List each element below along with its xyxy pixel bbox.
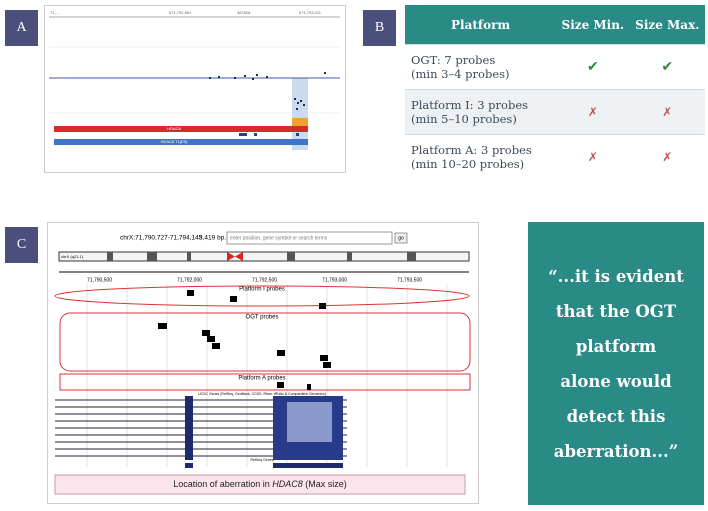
track-label: HDAC8 T1(E5) <box>161 139 188 144</box>
quote-line: “...it is evident <box>548 266 684 286</box>
axis-label: 71,792,500 <box>252 277 277 283</box>
track-label: UCSC Genes (RefSeq, GenBank, CCDS, Rfam,… <box>198 392 326 396</box>
ruler-label: 71,... <box>50 10 59 15</box>
quote-line: alone would <box>560 371 672 391</box>
panel-label: A <box>5 10 38 46</box>
exon <box>185 463 193 468</box>
axis-label: 71,793,500 <box>397 277 422 283</box>
quote-line: aberration...” <box>553 441 679 461</box>
exon <box>273 463 343 468</box>
exon <box>254 133 257 136</box>
caption-text: (Max size) <box>303 479 347 489</box>
header-cell: Size Min. <box>556 5 630 45</box>
exon <box>239 133 247 136</box>
comparison-table: Platform Size Min. Size Max. OGT: 7 probes… <box>405 5 705 179</box>
cell: OGT: 7 probes (min 3–4 probes) <box>405 44 557 90</box>
ideogram <box>58 251 470 262</box>
line: Platform I: 3 probes <box>411 98 529 112</box>
panel-a-image: 71,... 671,792,981 387808 671,793,211 HD… <box>44 5 346 173</box>
line: (min 3–4 probes) <box>411 67 510 81</box>
go-button[interactable] <box>394 232 408 244</box>
genes <box>55 396 347 460</box>
grid <box>86 284 448 467</box>
go-label[interactable]: go <box>398 235 404 241</box>
chrom-label: chrX (q21.1) <box>61 254 84 259</box>
quote-line: that the OGT <box>555 301 677 321</box>
cell: ✔ <box>629 44 705 90</box>
cell: ✔ <box>556 44 630 90</box>
probes <box>158 290 331 390</box>
line: (min 5–10 probes) <box>411 112 517 126</box>
line: Platform A: 3 probes <box>411 143 532 157</box>
cell: ✗ <box>556 89 630 135</box>
panel-label: B <box>363 10 396 46</box>
cell: ✗ <box>629 134 705 179</box>
cell: ✗ <box>556 134 630 179</box>
highlight <box>292 118 308 126</box>
ruler-label: 671,793,211 <box>299 10 322 15</box>
ruler-label: 387808 <box>237 10 251 15</box>
search-placeholder: enter position, gene symbol or search te… <box>230 235 328 241</box>
axis-label: 71,792,000 <box>177 277 202 283</box>
track-bar <box>54 139 308 145</box>
size: 3,419 bp. <box>199 235 226 242</box>
header-cell: Size Max. <box>629 5 705 45</box>
track-label: HDAC8 <box>167 126 181 131</box>
cell: Platform A: 3 probes (min 10–20 probes) <box>405 134 557 179</box>
ruler-label: 671,792,981 <box>169 10 192 15</box>
cell: Platform I: 3 probes (min 5–10 probes) <box>405 89 557 135</box>
line: OGT: 7 probes <box>411 53 496 67</box>
caption-text: Location of aberration in <box>173 479 272 489</box>
track-label: Platform A probes <box>238 376 285 382</box>
quote-line: platform <box>575 336 657 356</box>
quote-line: detect this <box>566 406 666 426</box>
centromere <box>227 252 243 261</box>
header-cell: Platform <box>405 5 557 45</box>
exon <box>296 133 299 136</box>
position: chrX:71,790,727-71,794,145 <box>120 235 203 242</box>
cell: ✗ <box>629 89 705 135</box>
ideogram-bands <box>107 252 416 261</box>
probes <box>209 72 326 110</box>
caption: Location of aberration in HDAC8 (Max siz… <box>173 479 347 489</box>
axis-label: 71,793,000 <box>322 277 347 283</box>
quote: “...it is evident that the OGT platform … <box>528 222 704 505</box>
track-bar <box>54 126 308 132</box>
track-outline <box>59 373 471 391</box>
panel-label: C <box>5 227 38 263</box>
panel-c-image: chrX:71,790,727-71,794,145 3,419 bp. ent… <box>47 222 479 504</box>
caption-gene: HDAC8 <box>272 479 303 489</box>
line: (min 10–20 probes) <box>411 157 525 171</box>
search-box <box>226 231 393 245</box>
track-label: RefSeq Genes <box>251 458 274 462</box>
track-outline <box>54 285 470 307</box>
track-label: Platform I probes <box>239 287 285 293</box>
track-outline <box>59 312 471 372</box>
track-label: OGT probes <box>246 315 279 321</box>
axis-label: 71,790,500 <box>87 277 112 283</box>
caption-box <box>54 474 466 495</box>
